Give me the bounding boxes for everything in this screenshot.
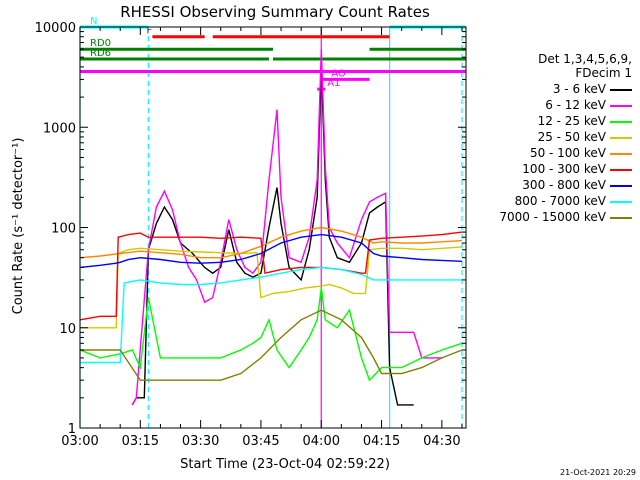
y-tick-label: 1 <box>68 422 76 437</box>
timestamp-label: 21-Oct-2021 20:29 <box>560 468 636 477</box>
flag-label: RD0 <box>90 38 111 49</box>
series-line <box>79 233 463 269</box>
series-line <box>131 66 414 406</box>
series-line <box>80 309 463 381</box>
legend-item: 12 - 25 keV <box>538 114 632 128</box>
legend-swatch <box>610 120 632 123</box>
x-axis-label: Start Time (23-Oct-04 02:59:22) <box>180 457 390 472</box>
legend-swatch <box>610 168 632 171</box>
flag-label: RD6 <box>90 48 111 59</box>
x-tick-label: 03:15 <box>122 434 159 449</box>
legend-item: 25 - 50 keV <box>538 130 632 144</box>
legend-header-1: Det 1,3,4,5,6,9, <box>538 52 632 66</box>
legend-label: 25 - 50 keV <box>537 130 606 144</box>
series-layer <box>79 49 463 406</box>
series-line <box>79 287 463 382</box>
legend-swatch <box>610 200 632 203</box>
x-tick-label: 04:30 <box>423 434 460 449</box>
flag-label: AO <box>331 68 346 79</box>
legend-item: 50 - 100 keV <box>530 146 632 160</box>
x-tick-label: 03:45 <box>242 434 279 449</box>
legend-label: 12 - 25 keV <box>537 114 606 128</box>
legend-label: 300 - 800 keV <box>522 178 606 192</box>
legend-item: 100 - 300 keV <box>522 162 632 176</box>
x-tick-label: 03:30 <box>182 434 219 449</box>
legend-item: 3 - 6 keV <box>553 82 632 96</box>
y-axis-label: Count Rate (s⁻¹ detector⁻¹) <box>11 138 26 315</box>
legend-swatch <box>610 152 632 155</box>
y-tick-label: 1000 <box>43 121 76 136</box>
y-tick-label: 10 <box>59 322 76 337</box>
series-line <box>79 226 463 259</box>
legend-label: 3 - 6 keV <box>552 82 606 96</box>
legend-swatch <box>610 136 632 139</box>
legend-label: 100 - 300 keV <box>522 162 606 176</box>
series-line <box>80 246 463 329</box>
legend-label: 7000 - 15000 keV <box>499 210 606 224</box>
legend-label: 800 - 7000 keV <box>514 194 606 208</box>
flag-label: A1 <box>327 78 340 89</box>
y-tick-label: 10000 <box>35 21 76 36</box>
legend-swatch <box>610 88 632 91</box>
x-tick-label: 04:15 <box>363 434 400 449</box>
flag-label: F <box>146 26 152 37</box>
chart-title: RHESSI Observing Summary Count Rates <box>120 3 430 21</box>
axes-layer: 1 10 100 1000 10000 03:00 03:15 03:30 03:45 04:00… <box>35 21 467 449</box>
flag-label: N <box>90 16 97 27</box>
x-tick-label: 03:00 <box>61 434 98 449</box>
series-line <box>79 231 463 321</box>
legend-item: 300 - 800 keV <box>522 178 632 192</box>
legend-item: 800 - 7000 keV <box>515 194 632 208</box>
series-line <box>80 266 462 364</box>
legend-swatch <box>610 216 632 219</box>
legend-label: 50 - 100 keV <box>529 146 606 160</box>
y-tick-label: 100 <box>51 222 76 237</box>
x-tick-label: 04:00 <box>303 434 340 449</box>
legend-item: 6 - 12 keV <box>545 98 632 112</box>
legend-swatch <box>610 104 632 107</box>
legend-swatch <box>610 184 632 187</box>
legend-item: 7000 - 15000 keV <box>499 210 632 224</box>
legend-label: 6 - 12 keV <box>545 98 606 112</box>
legend-header-2: FDecim 1 <box>575 66 632 80</box>
